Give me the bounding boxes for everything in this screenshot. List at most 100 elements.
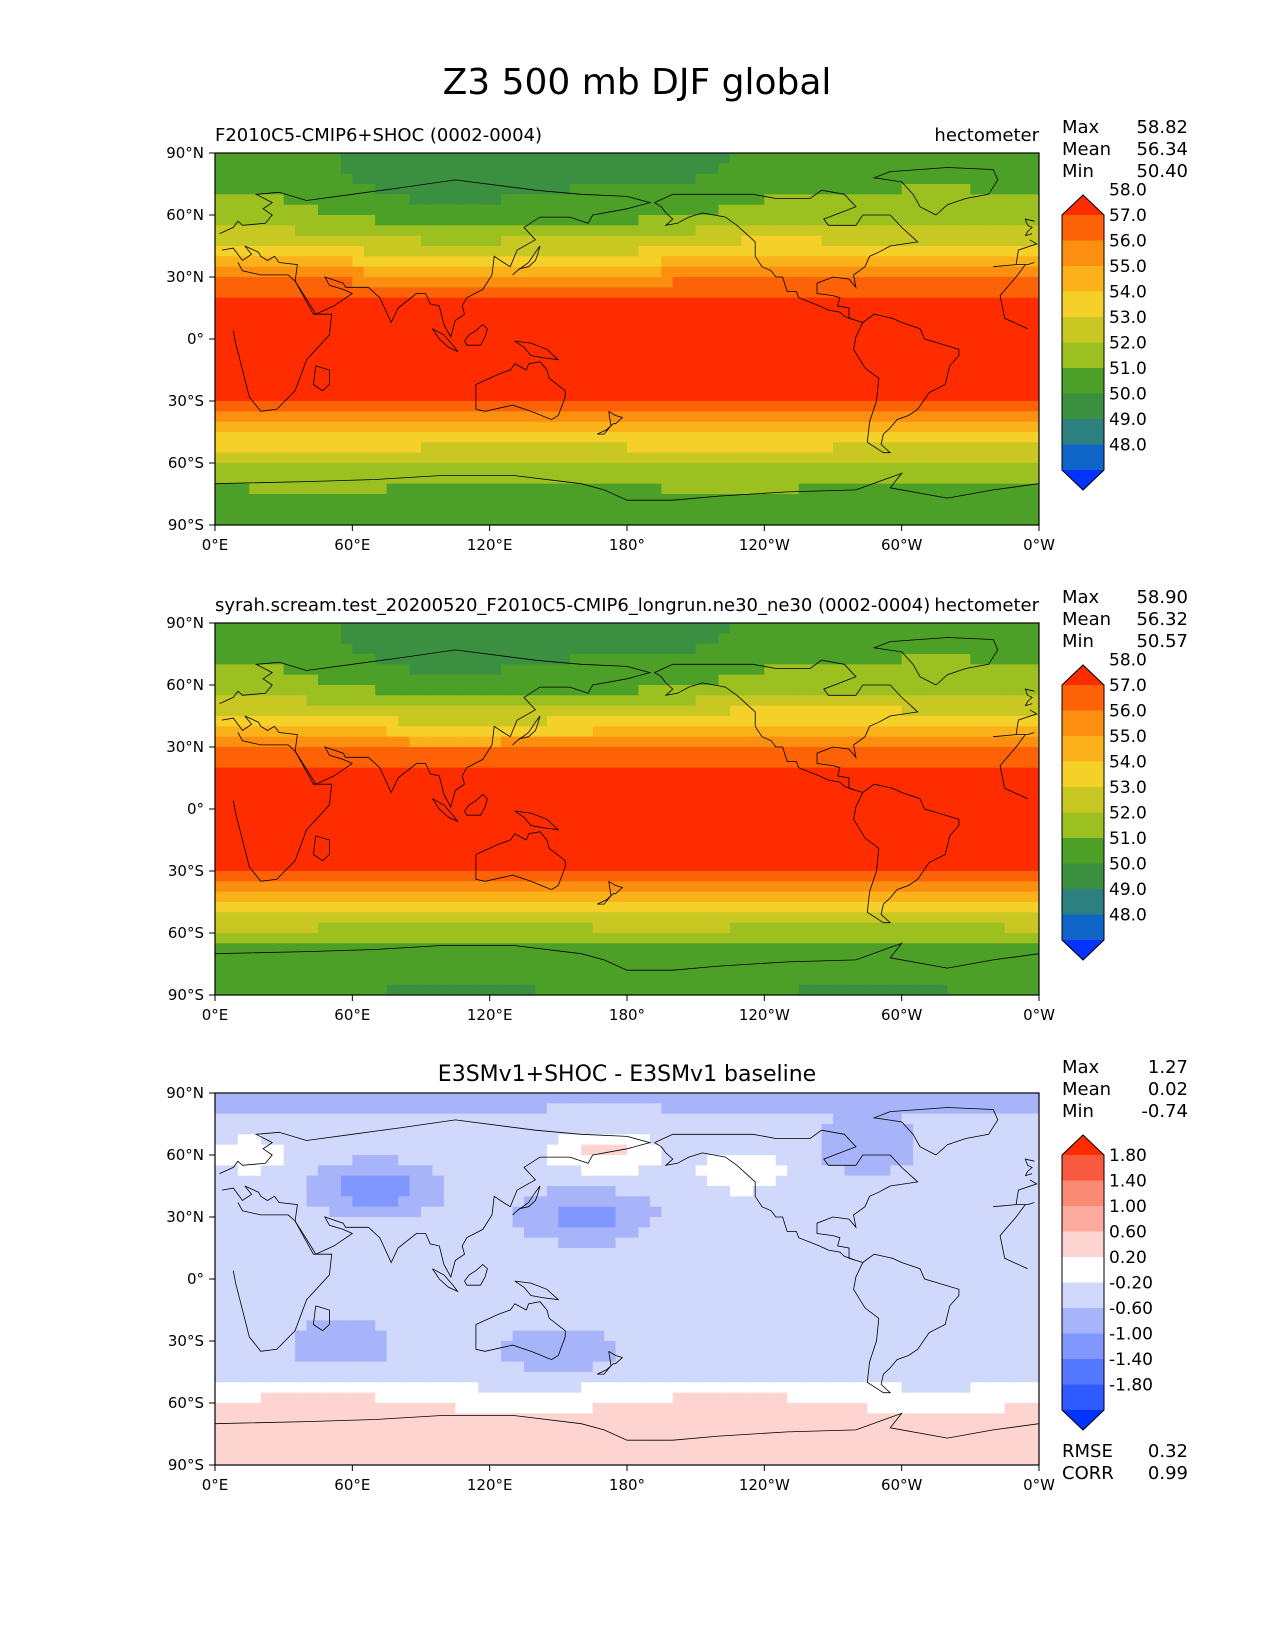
map-cell xyxy=(226,705,239,717)
map-cell xyxy=(249,339,262,350)
map-cell xyxy=(615,473,628,485)
map-cell xyxy=(455,705,468,717)
map-cell xyxy=(432,767,445,779)
map-cell xyxy=(821,716,834,727)
map-cell xyxy=(924,840,937,851)
map-cell xyxy=(878,473,891,485)
map-cell xyxy=(455,308,468,319)
map-cell xyxy=(386,757,399,769)
map-cell xyxy=(867,705,880,717)
map-cell xyxy=(558,380,571,392)
map-cell xyxy=(855,643,868,655)
map-cell xyxy=(535,401,548,412)
map-cell xyxy=(775,380,788,392)
map-cell xyxy=(272,633,285,645)
map-cell xyxy=(798,173,811,185)
map-cell xyxy=(432,308,445,319)
map-cell xyxy=(901,442,914,454)
map-cell xyxy=(455,654,468,665)
map-cell xyxy=(649,287,662,299)
map-cell xyxy=(890,695,903,707)
map-cell xyxy=(764,767,777,779)
map-cell xyxy=(993,421,1006,433)
map-cell xyxy=(524,788,537,800)
map-cell xyxy=(970,401,983,412)
map-cell xyxy=(718,643,731,655)
map-cell xyxy=(283,767,296,779)
map-cell xyxy=(1027,339,1039,350)
map-cell xyxy=(455,277,468,288)
map-cell xyxy=(695,473,708,485)
map-cell xyxy=(981,153,994,164)
map-cell xyxy=(844,902,857,913)
map-cell xyxy=(821,819,834,831)
map-cell xyxy=(386,716,399,727)
map-cell xyxy=(592,633,605,645)
map-cell xyxy=(890,204,903,216)
map-cell xyxy=(237,235,250,247)
map-cell xyxy=(455,266,468,278)
map-cell xyxy=(295,695,308,707)
map-cell xyxy=(524,860,537,872)
map-cell xyxy=(718,902,731,913)
map-cell xyxy=(810,633,823,645)
map-cell xyxy=(787,184,800,195)
map-cell xyxy=(741,840,754,851)
map-cell xyxy=(707,411,720,423)
map-cell xyxy=(340,705,353,717)
map-cell xyxy=(730,401,743,412)
map-cell xyxy=(798,767,811,779)
map-cell xyxy=(478,297,491,309)
map-cell xyxy=(649,902,662,913)
map-cell xyxy=(569,494,582,505)
map-cell xyxy=(260,256,273,268)
map-cell xyxy=(741,922,754,934)
map-cell xyxy=(913,349,926,361)
map-cell xyxy=(226,339,239,350)
map-cell xyxy=(535,246,548,257)
map-cell xyxy=(833,215,846,226)
map-cell xyxy=(627,370,640,381)
map-cell xyxy=(627,933,640,944)
map-cell xyxy=(615,788,628,800)
map-cell xyxy=(695,767,708,779)
map-cell xyxy=(913,328,926,340)
map-cell xyxy=(340,902,353,913)
map-cell xyxy=(844,359,857,371)
map-cell xyxy=(489,716,502,727)
map-cell xyxy=(512,912,525,924)
map-cell xyxy=(672,850,685,862)
map-cell xyxy=(421,432,434,443)
map-cell xyxy=(581,256,594,268)
colorbar-segment xyxy=(1062,368,1104,394)
map-cell xyxy=(993,695,1006,707)
map-cell xyxy=(295,747,308,758)
map-cell xyxy=(604,788,617,800)
map-cell xyxy=(489,788,502,800)
map-cell xyxy=(890,922,903,934)
map-cell xyxy=(695,235,708,247)
map-cell xyxy=(604,778,617,789)
map-cell xyxy=(798,235,811,247)
map-cell xyxy=(432,933,445,944)
map-cell xyxy=(775,246,788,257)
map-cell xyxy=(695,912,708,924)
map-cell xyxy=(558,778,571,789)
map-cell xyxy=(707,922,720,934)
map-cell xyxy=(821,163,834,175)
map-cell xyxy=(707,798,720,810)
map-cell xyxy=(352,943,365,955)
map-cell xyxy=(466,726,479,738)
map-cell xyxy=(924,881,937,893)
map-cell xyxy=(375,349,388,361)
map-cell xyxy=(936,767,949,779)
map-cell xyxy=(1027,328,1039,340)
colorbar-label: 48.0 xyxy=(1109,436,1147,456)
map-cell xyxy=(718,933,731,944)
y-tick-label: 90°N xyxy=(166,144,204,162)
map-cell xyxy=(958,514,971,525)
map-cell xyxy=(226,452,239,464)
map-cell xyxy=(249,370,262,381)
map-cell xyxy=(901,891,914,903)
